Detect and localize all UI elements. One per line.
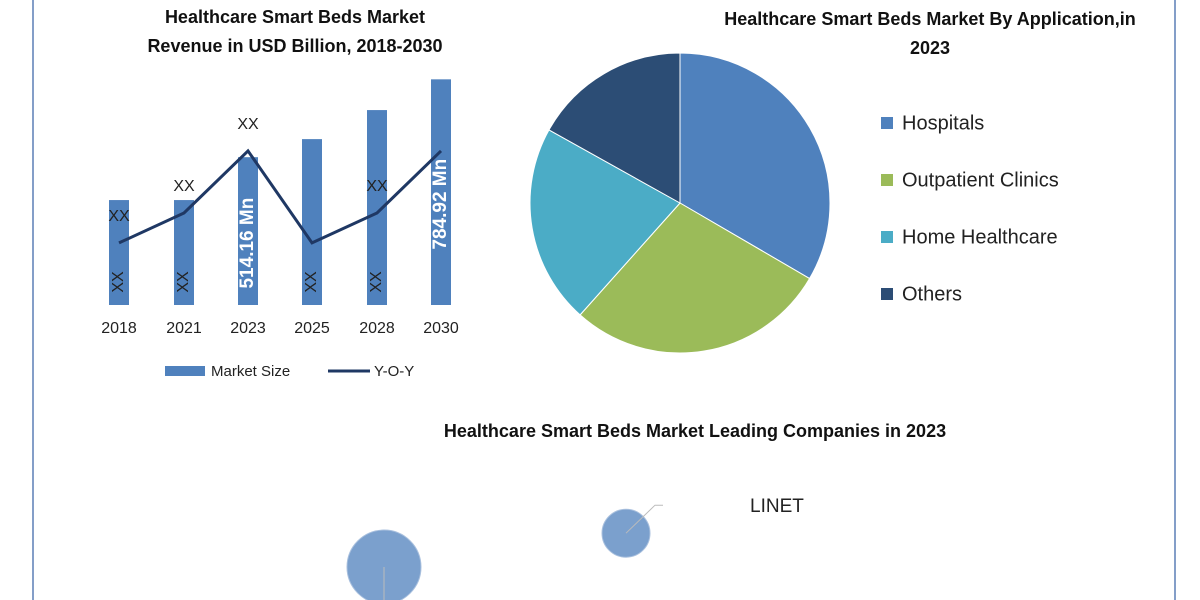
x-tick-label: 2028 (359, 320, 395, 337)
leader-line (625, 504, 663, 534)
bar (238, 157, 258, 305)
bar (367, 110, 387, 305)
legend-label: Others (902, 283, 962, 305)
line-value-label: XX (173, 178, 195, 195)
legend-swatch (881, 231, 893, 243)
legend-label: Outpatient Clinics (902, 169, 1059, 191)
bar-value-label: XX (303, 271, 320, 293)
x-tick-label: 2018 (101, 320, 137, 337)
legend-swatch (881, 117, 893, 129)
bar-value-label: 514.16 Mn (237, 198, 258, 289)
pie-slice (679, 52, 831, 280)
bar (109, 200, 129, 305)
bubble (346, 529, 422, 600)
pie-chart-title: Healthcare Smart Beds Market By Applicat… (724, 9, 1136, 58)
x-tick-label: 2021 (166, 320, 202, 337)
bar (174, 200, 194, 305)
legend-label: Home Healthcare (902, 226, 1058, 248)
pie-slice (579, 202, 811, 354)
legend-swatch (881, 174, 893, 186)
bar (302, 139, 322, 305)
bar-value-label: XX (175, 271, 192, 293)
legend-label: Y-O-Y (374, 363, 414, 380)
bubble-chart-title: Healthcare Smart Beds Market Leading Com… (443, 421, 947, 441)
line-value-label: XX (237, 116, 259, 133)
x-tick-label: 2025 (294, 320, 330, 337)
line-value-label: XX (366, 178, 388, 195)
line-value-label: XX (108, 208, 130, 225)
legend-swatch (165, 366, 205, 376)
legend-swatch (881, 288, 893, 300)
line-series (118, 148, 443, 245)
pie-slice (529, 129, 681, 316)
bar-value-label: 784.92 Mn (430, 159, 451, 250)
bar-value-label: XX (368, 271, 385, 293)
legend-label: Market Size (211, 363, 290, 380)
bar-value-label: XX (110, 271, 127, 293)
x-tick-label: 2030 (423, 320, 459, 337)
x-tick-label: 2023 (230, 320, 266, 337)
bubble-label: LINET (750, 496, 804, 517)
legend-label: Hospitals (902, 112, 984, 134)
bar (431, 79, 451, 305)
pie-slice (548, 52, 681, 204)
bar-chart-title: Healthcare Smart Beds Market Revenue in … (147, 7, 443, 56)
